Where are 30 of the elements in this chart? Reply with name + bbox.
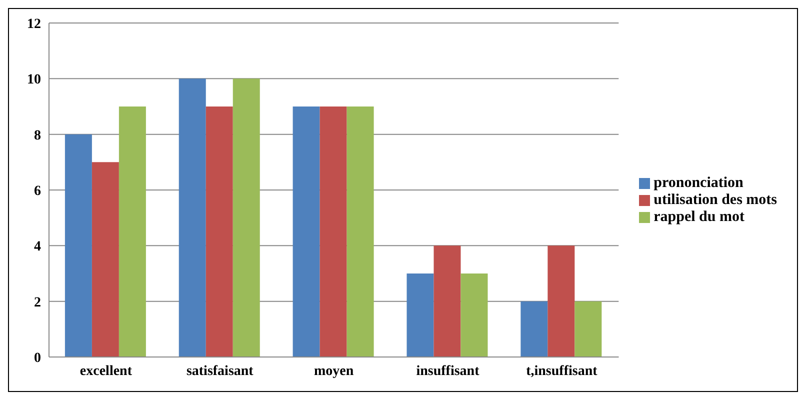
bar: [574, 301, 602, 357]
bar: [232, 78, 260, 357]
x-tick-label: moyen: [314, 364, 354, 379]
bar: [346, 106, 374, 357]
legend-label: rappel du mot: [654, 208, 744, 224]
bar: [434, 246, 461, 357]
y-tick-label: 2: [34, 295, 41, 310]
bar: [206, 106, 233, 357]
bar: [460, 274, 488, 357]
bar: [406, 274, 434, 357]
y-tick-label: 10: [27, 72, 41, 88]
x-tick-label: insuffisant: [416, 364, 480, 379]
y-tick-label: 8: [34, 128, 41, 144]
bar: [548, 246, 575, 357]
y-tick-label: 12: [27, 16, 41, 32]
bar: [292, 106, 320, 357]
legend-label: prononciation: [654, 174, 744, 190]
x-tick-label: t,insuffisant: [526, 364, 598, 379]
bar: [178, 78, 206, 357]
y-tick-label: 0: [34, 350, 41, 366]
bar: [64, 134, 92, 357]
bar: [320, 106, 347, 357]
bar: [92, 162, 119, 357]
x-tick-label: satisfaisant: [186, 364, 254, 379]
y-tick-label: 4: [34, 240, 41, 255]
bar: [118, 106, 146, 357]
y-tick-label: 6: [34, 184, 41, 199]
bar: [520, 301, 548, 357]
x-tick-label: excellent: [80, 364, 132, 379]
legend-label: utilisation des mots: [654, 192, 777, 208]
